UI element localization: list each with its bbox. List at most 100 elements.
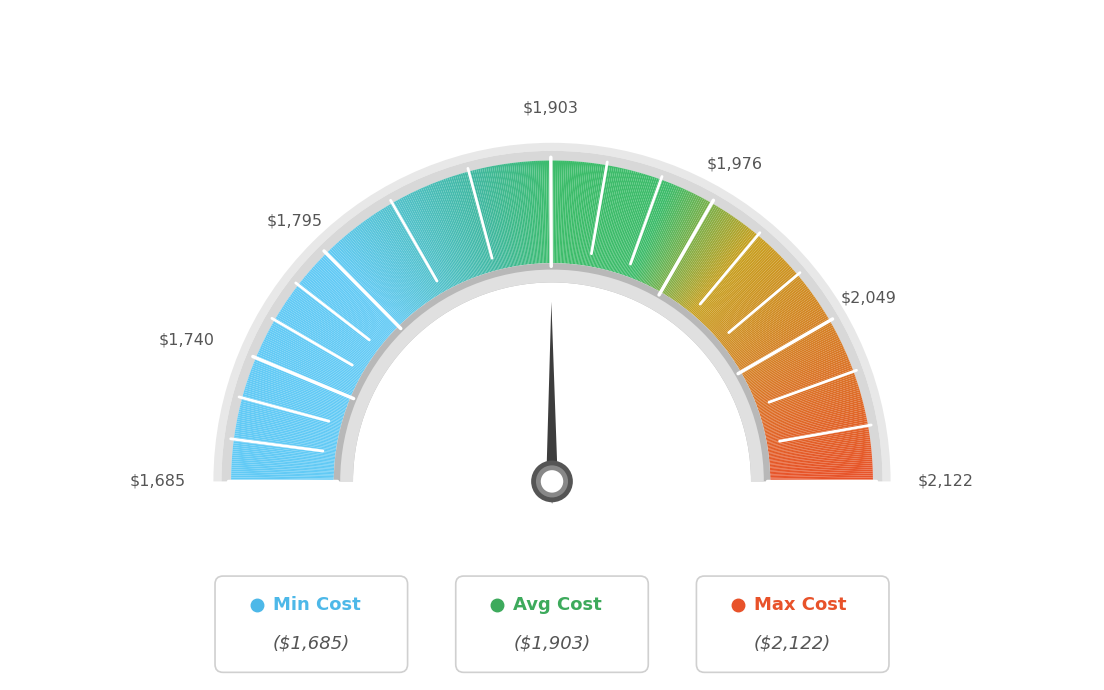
Wedge shape (401, 197, 450, 289)
Wedge shape (624, 178, 659, 275)
Text: $2,122: $2,122 (917, 474, 974, 489)
Wedge shape (574, 162, 586, 264)
Wedge shape (765, 415, 867, 438)
Wedge shape (769, 467, 872, 473)
Wedge shape (316, 263, 392, 334)
Wedge shape (298, 283, 381, 348)
Wedge shape (458, 174, 490, 273)
Wedge shape (733, 303, 819, 361)
Wedge shape (231, 471, 333, 476)
Wedge shape (231, 473, 333, 477)
Wedge shape (651, 195, 700, 288)
Wedge shape (237, 417, 338, 439)
Wedge shape (757, 375, 856, 410)
Wedge shape (337, 242, 406, 319)
Wedge shape (611, 172, 639, 271)
Wedge shape (414, 191, 459, 284)
Wedge shape (587, 165, 606, 266)
Wedge shape (484, 168, 507, 268)
Wedge shape (709, 259, 785, 331)
Wedge shape (312, 266, 390, 336)
Wedge shape (369, 217, 428, 302)
Wedge shape (761, 386, 859, 418)
Wedge shape (305, 275, 384, 342)
Wedge shape (329, 249, 402, 324)
Wedge shape (699, 244, 768, 320)
Wedge shape (319, 259, 395, 331)
Wedge shape (248, 375, 347, 410)
Wedge shape (213, 143, 891, 482)
Wedge shape (766, 422, 868, 442)
Wedge shape (553, 161, 556, 263)
Wedge shape (735, 308, 822, 364)
Wedge shape (279, 311, 367, 367)
Wedge shape (282, 308, 369, 364)
Wedge shape (238, 411, 339, 435)
Wedge shape (742, 323, 832, 375)
Wedge shape (652, 197, 701, 288)
Wedge shape (631, 182, 670, 279)
Wedge shape (245, 384, 344, 417)
Wedge shape (723, 282, 805, 346)
Wedge shape (656, 199, 707, 290)
Wedge shape (760, 382, 858, 415)
Wedge shape (687, 229, 752, 310)
Wedge shape (417, 189, 461, 284)
Wedge shape (362, 221, 424, 306)
Wedge shape (246, 382, 344, 415)
Wedge shape (490, 166, 511, 267)
Wedge shape (453, 175, 486, 274)
Wedge shape (248, 377, 346, 411)
Wedge shape (306, 274, 385, 342)
Wedge shape (694, 238, 763, 317)
Wedge shape (766, 423, 868, 443)
Wedge shape (705, 253, 779, 327)
Wedge shape (647, 193, 694, 286)
Wedge shape (704, 252, 777, 326)
Wedge shape (468, 171, 497, 270)
Wedge shape (736, 309, 824, 366)
Wedge shape (244, 388, 343, 420)
Wedge shape (771, 480, 873, 482)
Wedge shape (238, 409, 339, 434)
Wedge shape (245, 386, 343, 418)
Wedge shape (309, 270, 388, 339)
Wedge shape (711, 262, 787, 333)
Wedge shape (251, 369, 348, 406)
Wedge shape (480, 168, 505, 268)
Text: $1,976: $1,976 (707, 157, 762, 172)
Wedge shape (370, 216, 429, 302)
Wedge shape (343, 237, 411, 316)
Wedge shape (737, 313, 826, 368)
Text: Max Cost: Max Cost (754, 596, 847, 614)
Wedge shape (619, 176, 654, 274)
Wedge shape (562, 161, 569, 264)
Wedge shape (719, 274, 798, 342)
Wedge shape (421, 188, 464, 282)
Wedge shape (243, 392, 342, 422)
Wedge shape (544, 161, 548, 263)
Wedge shape (482, 168, 506, 268)
Wedge shape (643, 189, 687, 284)
Wedge shape (259, 348, 353, 392)
Wedge shape (622, 177, 657, 275)
Wedge shape (726, 288, 809, 351)
Wedge shape (232, 451, 335, 462)
Wedge shape (713, 265, 790, 335)
Wedge shape (488, 166, 510, 268)
Wedge shape (765, 411, 866, 435)
Wedge shape (737, 311, 825, 367)
Wedge shape (768, 443, 871, 457)
Wedge shape (609, 172, 638, 271)
Wedge shape (233, 441, 336, 455)
Wedge shape (618, 175, 651, 274)
Wedge shape (671, 213, 729, 299)
Wedge shape (597, 168, 620, 268)
Wedge shape (363, 221, 425, 305)
Wedge shape (257, 352, 352, 395)
Wedge shape (696, 239, 764, 317)
Wedge shape (654, 197, 703, 289)
Wedge shape (333, 245, 405, 322)
Text: ($2,122): ($2,122) (754, 635, 831, 653)
Wedge shape (261, 345, 354, 390)
